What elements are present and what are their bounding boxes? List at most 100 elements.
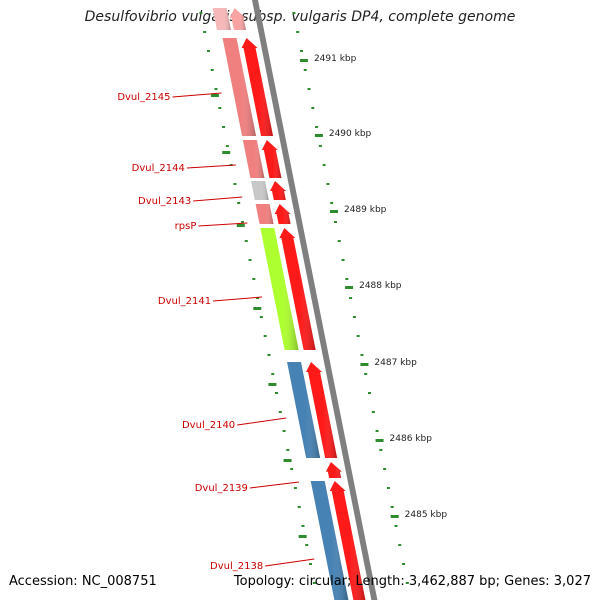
minor-tick <box>263 335 267 337</box>
minor-tick <box>199 12 203 14</box>
minor-tick <box>290 468 294 470</box>
minor-tick <box>252 278 256 280</box>
major-tick <box>236 224 245 227</box>
gene-features <box>212 8 366 600</box>
gene-label-Dvul_2143[interactable]: Dvul_2143 <box>138 196 243 207</box>
map-title: Desulfovibrio vulgaris subsp. vulgaris D… <box>84 9 516 25</box>
accession-text: Accession: NC_008751 <box>9 574 157 589</box>
minor-tick <box>322 164 326 166</box>
gene-label-text: Dvul_2138 <box>210 561 263 572</box>
kbp-tick-label: 2489 kbp <box>344 205 387 215</box>
minor-tick <box>375 430 379 432</box>
minor-tick <box>402 563 406 565</box>
cds-arrow[interactable] <box>325 462 342 478</box>
gene-labels: Dvul_2145 Dvul_2144 Dvul_2143 rpsP Dvul_2141… <box>117 92 315 572</box>
gene-label-text: rpsP <box>175 221 197 232</box>
gene-label-Dvul_2145[interactable]: Dvul_2145 <box>117 92 222 103</box>
gene-label-Dvul_2141[interactable]: Dvul_2141 <box>158 296 263 307</box>
minor-tick <box>337 240 341 242</box>
kbp-tick-label: 2486 kbp <box>390 434 433 444</box>
minor-tick <box>349 297 353 299</box>
minor-tick <box>237 202 241 204</box>
gene-label-leader <box>249 481 299 489</box>
major-tick <box>253 307 262 310</box>
minor-ticks-outer <box>292 12 409 584</box>
gene-label-leader <box>186 164 236 169</box>
major-tick <box>299 59 308 62</box>
minor-tick <box>368 392 372 394</box>
minor-tick <box>233 183 237 185</box>
gene-label-leader <box>172 92 222 98</box>
gene-label-text: Dvul_2139 <box>195 483 248 494</box>
gene-label-leader <box>265 558 315 567</box>
minor-tick <box>352 316 356 318</box>
gene-label-Dvul_2138[interactable]: Dvul_2138 <box>210 558 315 572</box>
gene-category-bar[interactable] <box>251 181 269 200</box>
minor-tick <box>356 335 360 337</box>
major-tick <box>283 459 292 462</box>
minor-tick <box>301 525 305 527</box>
gene-label-text: Dvul_2140 <box>182 420 235 431</box>
minor-ticks-inner <box>199 12 316 584</box>
gene-category-bar[interactable] <box>242 140 265 178</box>
gene-category-bar[interactable] <box>260 228 299 350</box>
gene-category-bar[interactable] <box>255 204 274 224</box>
minor-tick <box>267 354 271 356</box>
minor-tick <box>360 354 364 356</box>
major-tick <box>345 286 354 289</box>
cds-arrow[interactable] <box>329 481 366 600</box>
minor-tick <box>278 411 282 413</box>
minor-tick <box>326 183 330 185</box>
kbp-tick-label: 2491 kbp <box>314 54 357 64</box>
minor-tick <box>311 107 315 109</box>
minor-tick <box>309 563 313 565</box>
kbp-tick-label: 2490 kbp <box>329 129 372 139</box>
minor-tick <box>307 88 311 90</box>
gene-label-leader <box>213 296 263 302</box>
minor-tick <box>394 525 398 527</box>
cds-arrow[interactable] <box>261 140 282 178</box>
minor-tick <box>286 449 290 451</box>
cds-arrow-partial[interactable] <box>229 8 246 30</box>
minor-tick <box>315 126 319 128</box>
genome-summary-text: Topology: circular; Length: 3,462,887 bp… <box>233 574 591 589</box>
gene-label-leader <box>237 417 287 426</box>
minor-tick <box>218 107 222 109</box>
minor-tick <box>405 582 409 584</box>
kbp-tick-label: 2485 kbp <box>405 510 448 520</box>
minor-tick <box>203 31 207 33</box>
gene-label-Dvul_2139[interactable]: Dvul_2139 <box>195 481 299 494</box>
minor-tick <box>345 278 349 280</box>
minor-tick <box>271 373 275 375</box>
gene-label-Dvul_2140[interactable]: Dvul_2140 <box>182 417 287 431</box>
cds-arrow[interactable] <box>241 38 274 136</box>
minor-tick <box>364 373 368 375</box>
gene-label-leader <box>193 196 243 202</box>
minor-tick <box>379 449 383 451</box>
gene-label-rpsP[interactable]: rpsP <box>175 221 248 232</box>
minor-tick <box>390 506 394 508</box>
minor-tick <box>398 544 402 546</box>
minor-tick <box>383 468 387 470</box>
major-tick <box>314 134 323 137</box>
gene-category-bar[interactable] <box>222 38 257 136</box>
cds-arrow[interactable] <box>306 362 338 458</box>
minor-tick <box>299 50 303 52</box>
gene-label-text: Dvul_2143 <box>138 196 191 207</box>
cds-arrow[interactable] <box>274 204 291 224</box>
gene-label-Dvul_2144[interactable]: Dvul_2144 <box>132 163 236 174</box>
major-tick <box>222 151 231 154</box>
cds-arrow[interactable] <box>279 228 316 350</box>
minor-tick <box>240 221 244 223</box>
gene-feature-partial[interactable] <box>212 8 231 30</box>
gene-category-bar[interactable] <box>310 481 349 600</box>
minor-tick <box>341 259 345 261</box>
minor-tick <box>296 31 300 33</box>
minor-tick <box>371 411 375 413</box>
major-tick <box>268 383 277 386</box>
gene-category-bar[interactable] <box>287 362 321 458</box>
cds-arrow[interactable] <box>270 181 287 200</box>
minor-tick <box>222 126 226 128</box>
